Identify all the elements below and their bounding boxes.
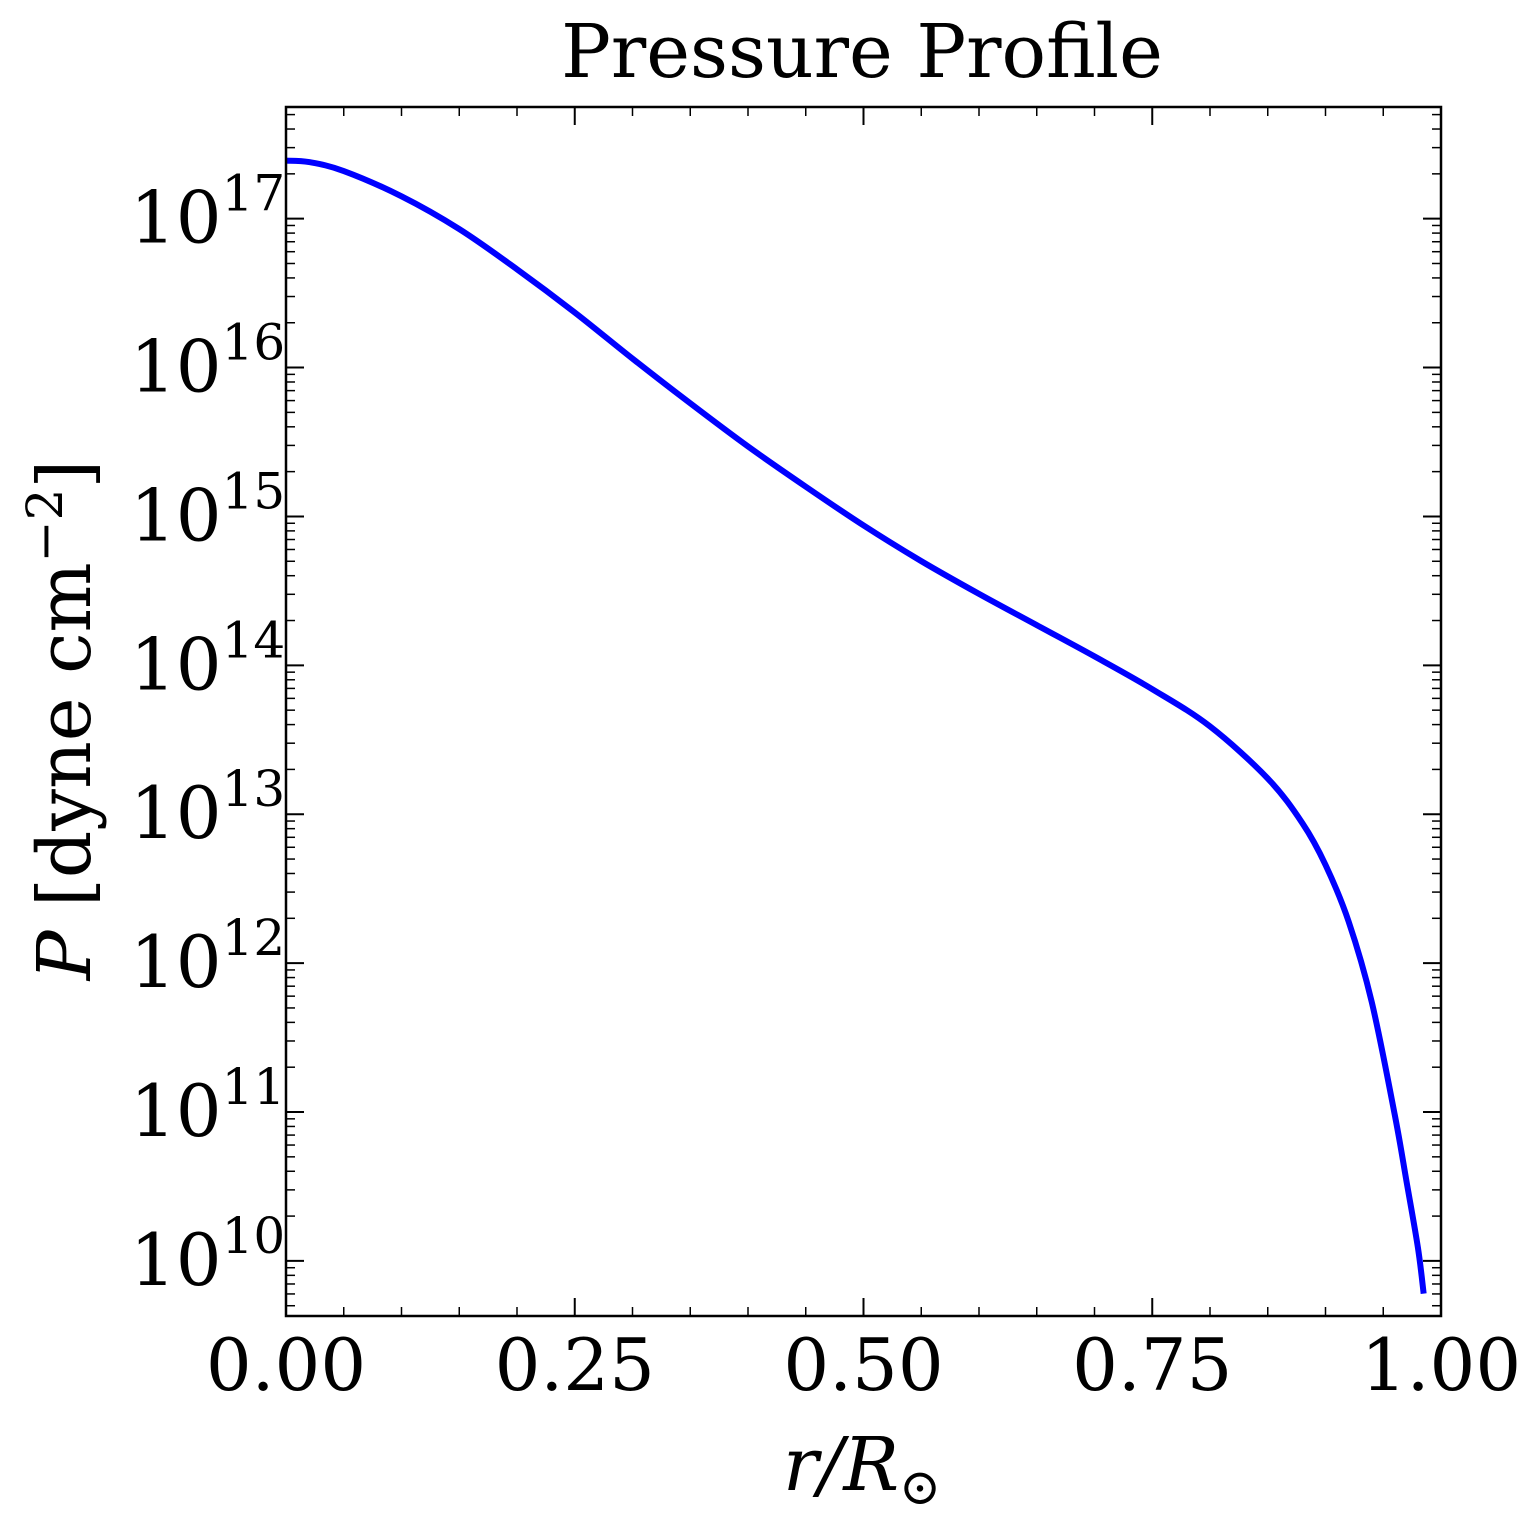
- y-tick-label: 1012: [130, 909, 285, 1004]
- x-axis-label: r/R⊙: [783, 1422, 941, 1516]
- x-tick-labels: 0.00 0.25 0.50 0.75 1.00: [206, 1323, 1521, 1407]
- y-tick-labels: 1010 1011 1012 1013 1014 1015 1016 1017: [130, 165, 285, 1302]
- x-tick-label: 0.75: [1072, 1323, 1232, 1407]
- y-axis-label: P [dyne cm−2]: [16, 460, 108, 983]
- svg-text:r/R⊙: r/R⊙: [783, 1422, 941, 1516]
- y-tick-label: 1014: [130, 611, 285, 706]
- y-tick-label: 1017: [130, 165, 285, 260]
- y-tick-label: 1015: [130, 462, 285, 557]
- plot-frame: [284, 105, 1443, 1318]
- pressure-series-line: [285, 157, 1427, 1295]
- y-tick-label: 1016: [130, 314, 285, 409]
- x-tick-label: 1.00: [1361, 1323, 1521, 1407]
- axis-ticks: [285, 107, 1442, 1316]
- y-tick-label: 1010: [130, 1207, 285, 1302]
- x-tick-label: 0.50: [783, 1323, 943, 1407]
- svg-text:P [dyne cm−2]: P [dyne cm−2]: [16, 460, 108, 983]
- y-tick-label: 1011: [130, 1058, 285, 1153]
- chart-title: Pressure Profile: [561, 9, 1163, 95]
- x-tick-label: 0.00: [206, 1323, 366, 1407]
- x-tick-label: 0.25: [495, 1323, 655, 1407]
- y-tick-label: 1013: [130, 760, 285, 855]
